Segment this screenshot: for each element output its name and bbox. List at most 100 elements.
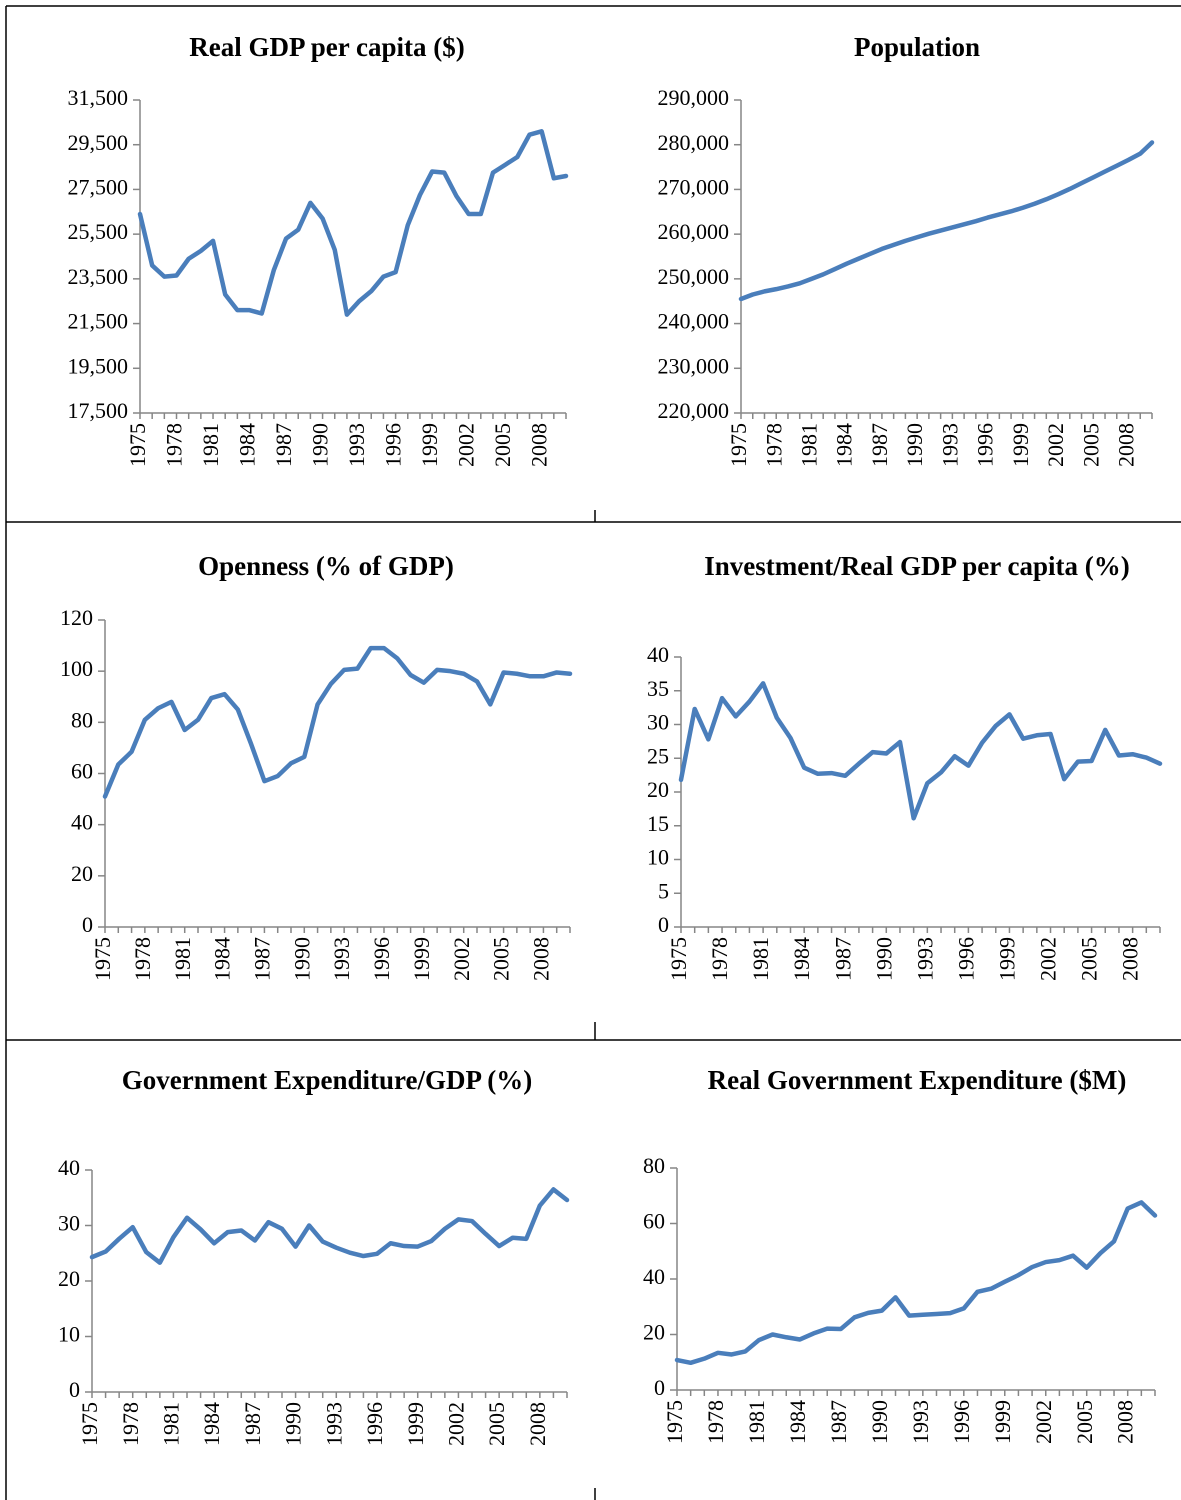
x-tick-label: 1975 xyxy=(90,937,115,981)
x-tick-label: 1987 xyxy=(240,1402,265,1446)
y-tick-label: 40 xyxy=(58,1155,80,1180)
data-line xyxy=(89,1187,570,1265)
y-tick-label: 20 xyxy=(643,1320,665,1345)
x-tick-label: 1978 xyxy=(118,1402,143,1446)
x-tick-label: 1987 xyxy=(867,423,892,467)
x-tick-label: 1999 xyxy=(990,1400,1015,1444)
title-line: Real GDP per capita ($) xyxy=(189,32,464,62)
x-tick-label: 1975 xyxy=(662,1400,687,1444)
x-tick-label: 1975 xyxy=(77,1402,102,1446)
y-tick-label: 27,500 xyxy=(68,174,129,199)
y-tick-label: 220,000 xyxy=(658,398,730,423)
x-tick-label: 1996 xyxy=(369,937,394,981)
x-tick-label: 1999 xyxy=(1008,423,1033,467)
x-tick-label: 1990 xyxy=(867,1400,892,1444)
y-tick-label: 35 xyxy=(647,676,669,701)
x-tick-label: 1984 xyxy=(199,1402,224,1446)
x-tick-label: 1978 xyxy=(130,937,155,981)
x-tick-label: 2002 xyxy=(443,1402,468,1446)
y-tick-label: 240,000 xyxy=(658,309,730,334)
data-line xyxy=(137,129,569,317)
y-tick-label: 40 xyxy=(71,810,93,835)
data-line xyxy=(102,645,573,799)
x-tick-label: 1978 xyxy=(162,423,187,467)
y-tick-label: 290,000 xyxy=(658,85,730,110)
y-tick-label: 260,000 xyxy=(658,219,730,244)
x-tick-label: 1978 xyxy=(761,423,786,467)
x-tick-label: 1996 xyxy=(953,937,978,981)
x-tick-label: 1984 xyxy=(235,423,260,467)
y-tick-label: 5 xyxy=(658,878,669,903)
x-tick-label: 1993 xyxy=(912,937,937,981)
x-tick-label: 1981 xyxy=(170,937,195,981)
y-tick-label: 40 xyxy=(643,1264,665,1289)
x-tick-label: 2008 xyxy=(1118,937,1143,981)
y-tick-label: 20 xyxy=(58,1266,80,1291)
x-tick-label: 1981 xyxy=(797,423,822,467)
x-tick-label: 1975 xyxy=(726,423,751,467)
x-tick-label: 1981 xyxy=(748,937,773,981)
x-tick-label: 2005 xyxy=(484,1402,509,1446)
y-tick-label: 20 xyxy=(71,861,93,886)
title-line: Population xyxy=(854,32,980,62)
y-tick-label: 270,000 xyxy=(658,174,730,199)
y-tick-label: 29,500 xyxy=(68,130,129,155)
x-tick-label: 2005 xyxy=(1078,423,1103,467)
x-tick-label: 1999 xyxy=(995,937,1020,981)
data-line xyxy=(674,1200,1158,1366)
x-tick-label: 1981 xyxy=(744,1400,769,1444)
x-tick-label: 1990 xyxy=(289,937,314,981)
y-tick-label: 100 xyxy=(60,656,93,681)
x-tick-label: 2005 xyxy=(1072,1400,1097,1444)
y-tick-label: 0 xyxy=(658,912,669,937)
y-tick-label: 40 xyxy=(647,642,669,667)
x-tick-label: 1993 xyxy=(937,423,962,467)
y-tick-label: 20 xyxy=(647,777,669,802)
x-tick-label: 1981 xyxy=(198,423,223,467)
y-tick-label: 25,500 xyxy=(68,219,129,244)
y-tick-label: 0 xyxy=(69,1377,80,1402)
y-tick-label: 250,000 xyxy=(658,264,730,289)
y-tick-label: 30 xyxy=(58,1211,80,1236)
x-tick-label: 2002 xyxy=(1043,423,1068,467)
y-tick-label: 15 xyxy=(647,811,669,836)
x-tick-label: 2005 xyxy=(1077,937,1102,981)
x-tick-label: 1981 xyxy=(158,1402,183,1446)
title-line: Real Government Expenditure ($M) xyxy=(708,1065,1127,1095)
x-tick-label: 1975 xyxy=(666,937,691,981)
x-tick-label: 2005 xyxy=(490,423,515,467)
x-tick-label: 1984 xyxy=(832,423,857,467)
chart-title: Real GDP per capita ($) xyxy=(189,32,464,62)
x-tick-label: 1984 xyxy=(210,937,235,981)
chart-title: Openness (% of GDP) xyxy=(198,551,454,581)
y-tick-label: 10 xyxy=(647,845,669,870)
y-tick-label: 23,500 xyxy=(68,264,129,289)
data-line xyxy=(738,140,1155,302)
x-tick-label: 1978 xyxy=(707,937,732,981)
x-tick-label: 1987 xyxy=(271,423,296,467)
y-tick-label: 19,500 xyxy=(68,353,129,378)
x-tick-label: 1993 xyxy=(321,1402,346,1446)
y-tick-label: 10 xyxy=(58,1322,80,1347)
x-tick-label: 2008 xyxy=(527,423,552,467)
x-tick-label: 1987 xyxy=(826,1400,851,1444)
x-tick-label: 1993 xyxy=(329,937,354,981)
x-tick-label: 2008 xyxy=(1113,1400,1138,1444)
x-tick-label: 2002 xyxy=(1036,937,1061,981)
x-tick-label: 1996 xyxy=(973,423,998,467)
y-tick-label: 17,500 xyxy=(68,398,129,423)
x-tick-label: 1996 xyxy=(381,423,406,467)
chart-title: Population xyxy=(854,32,980,62)
y-tick-label: 230,000 xyxy=(658,353,730,378)
x-tick-label: 2002 xyxy=(454,423,479,467)
y-tick-label: 21,500 xyxy=(68,309,129,334)
y-tick-label: 80 xyxy=(71,707,93,732)
chart-title: Government Expenditure/GDP (%) xyxy=(122,1065,532,1095)
x-tick-label: 1990 xyxy=(281,1402,306,1446)
data-line xyxy=(678,681,1163,821)
x-tick-label: 1990 xyxy=(902,423,927,467)
x-tick-label: 1978 xyxy=(703,1400,728,1444)
x-tick-label: 2008 xyxy=(525,1402,550,1446)
x-tick-label: 2002 xyxy=(449,937,474,981)
